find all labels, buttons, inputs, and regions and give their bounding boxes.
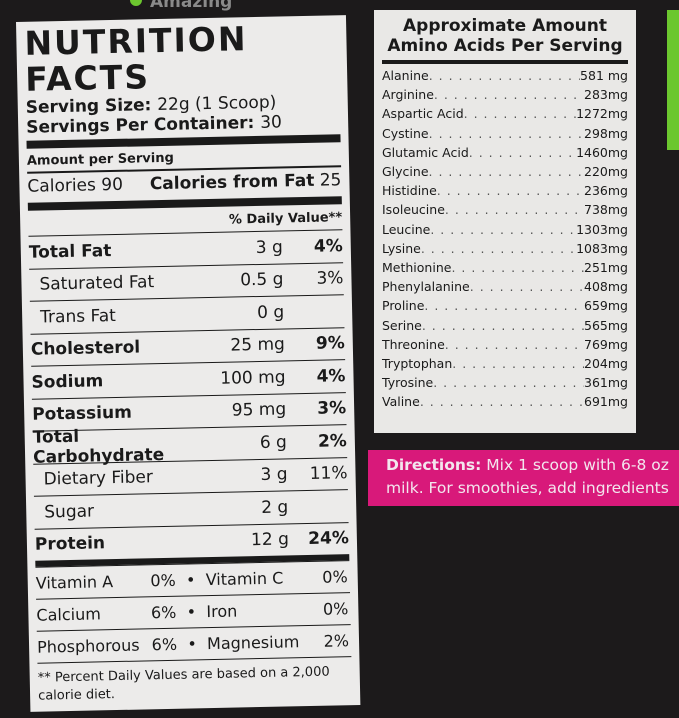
amino-row: Arginine . . . . . . . . . . . . . . . .… [382, 87, 628, 103]
green-accent-strip [667, 10, 679, 150]
amino-row: Proline . . . . . . . . . . . . . . . . … [382, 298, 628, 314]
amino-acid-panel: Approximate Amount Amino Acids Per Servin… [374, 10, 636, 433]
amino-row: Tryptophan . . . . . . . . . . . . . . .… [382, 356, 628, 372]
amino-row: Aspartic Acid . . . . . . . . . . . . . … [382, 106, 628, 122]
nutrition-title: NUTRITION FACTS [24, 19, 248, 99]
amino-row: Valine . . . . . . . . . . . . . . . . .… [382, 394, 628, 410]
amino-row: Lysine . . . . . . . . . . . . . . . . .… [382, 240, 628, 256]
amino-row: Glutamic Acid . . . . . . . . . . . . . … [382, 144, 628, 160]
amino-row: Threonine . . . . . . . . . . . . . . . … [382, 336, 628, 352]
amino-row: Methionine . . . . . . . . . . . . . . .… [382, 260, 628, 276]
amino-row: Isoleucine . . . . . . . . . . . . . . .… [382, 202, 628, 218]
amino-row: Leucine . . . . . . . . . . . . . . . . … [382, 221, 628, 237]
amino-row: Glycine . . . . . . . . . . . . . . . . … [382, 164, 628, 180]
amino-row: Phenylalanine . . . . . . . . . . . . . … [382, 279, 628, 295]
amino-row: Histidine . . . . . . . . . . . . . . . … [382, 183, 628, 199]
calories-row: Calories 90 Calories from Fat 25 [27, 170, 342, 197]
package-tagline: Amazing [150, 0, 233, 12]
amino-row: Serine . . . . . . . . . . . . . . . . .… [382, 317, 628, 333]
amino-title: Approximate Amount Amino Acids Per Servin… [387, 16, 623, 56]
directions-banner: Directions: Mix 1 scoop with 6-8 oz milk.… [368, 450, 679, 506]
green-dot-icon [130, 0, 142, 6]
nutrition-facts-label: NUTRITION FACTS Serving Size: 22g (1 Sco… [16, 15, 361, 712]
footnote: ** Percent Daily Values are based on a 2… [37, 656, 353, 706]
amino-row: Alanine . . . . . . . . . . . . . . . . … [382, 68, 628, 83]
amino-row: Cystine . . . . . . . . . . . . . . . . … [382, 125, 628, 141]
amino-row: Tyrosine . . . . . . . . . . . . . . . .… [382, 375, 628, 391]
divider [382, 60, 628, 64]
